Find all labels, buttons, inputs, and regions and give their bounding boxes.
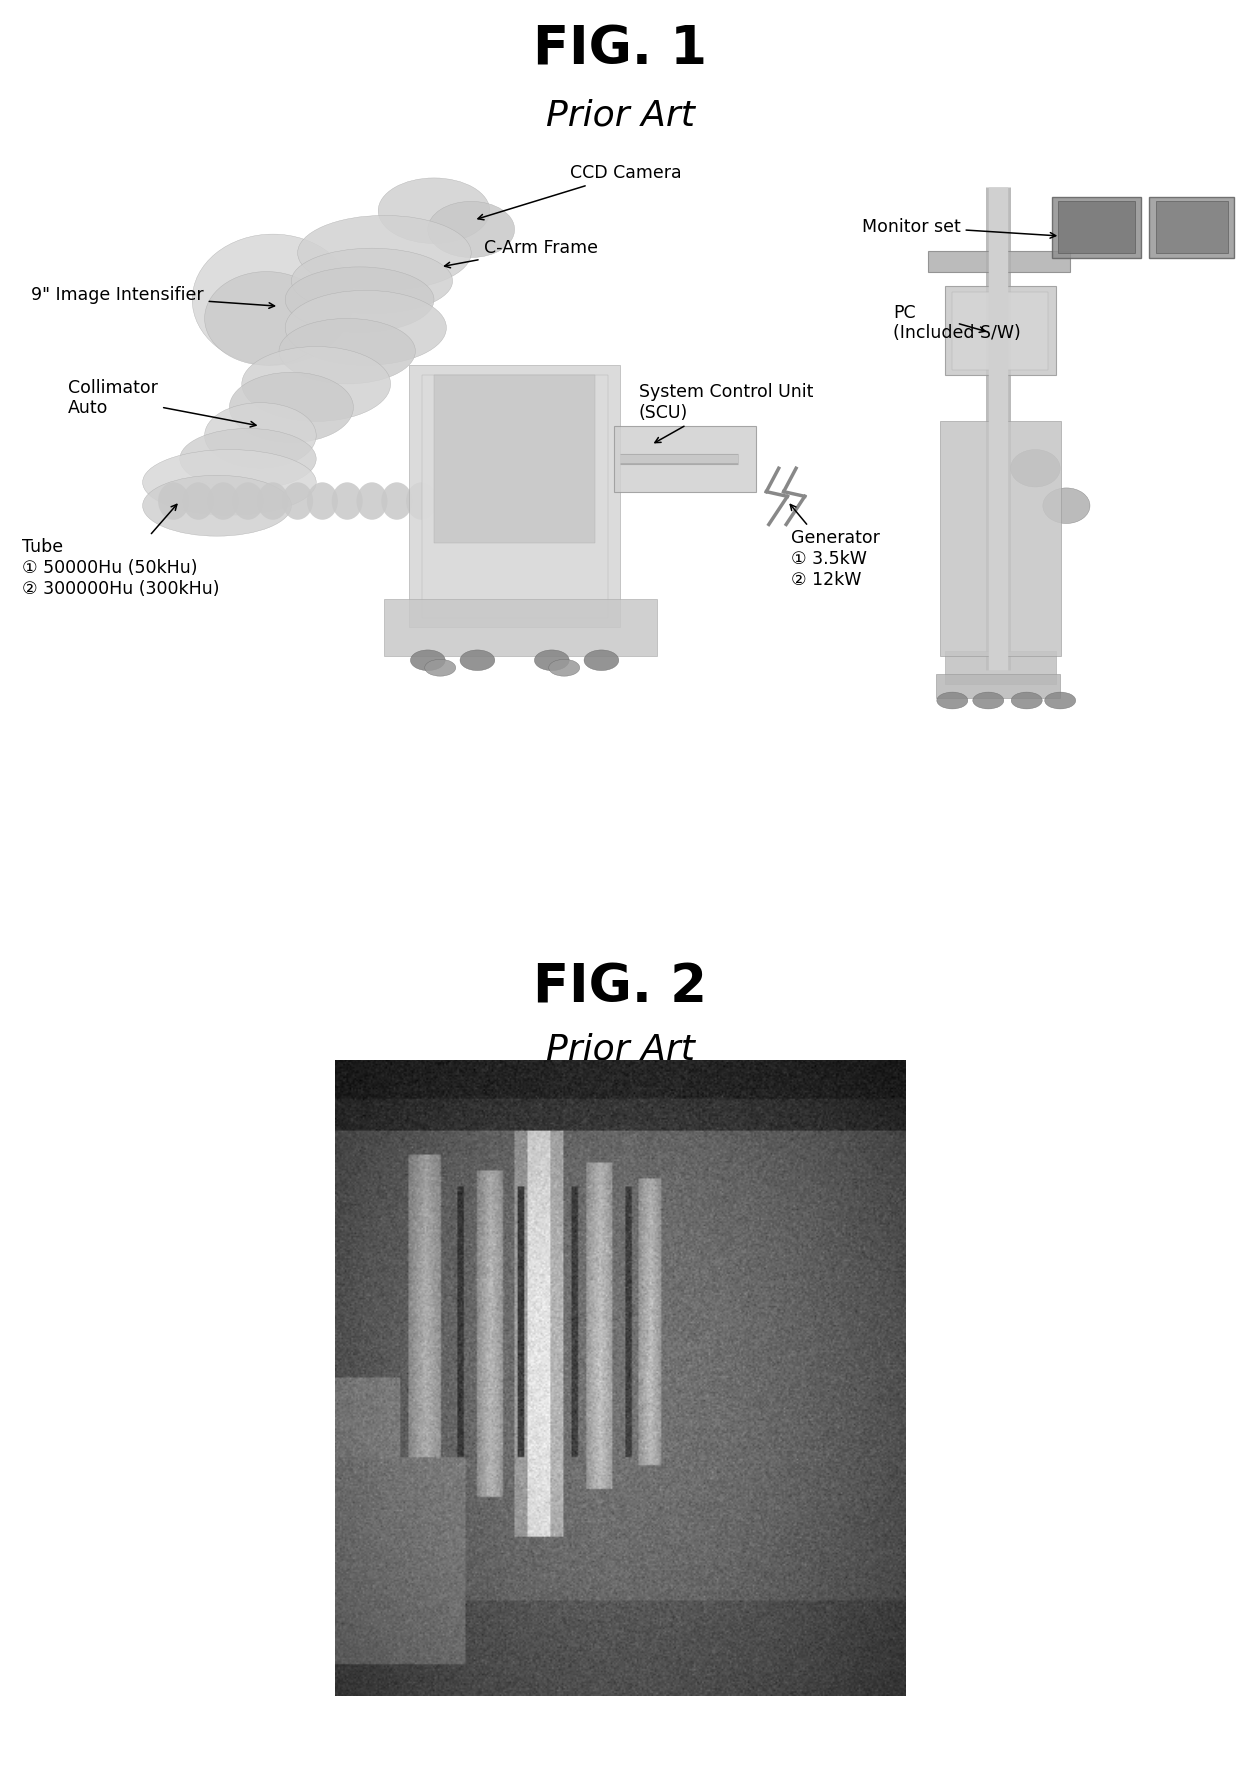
Text: C-Arm Frame: C-Arm Frame [445, 239, 598, 269]
Ellipse shape [1011, 449, 1060, 488]
Ellipse shape [1012, 693, 1042, 709]
FancyBboxPatch shape [936, 675, 1060, 698]
Ellipse shape [257, 482, 288, 519]
Text: System Control Unit
(SCU): System Control Unit (SCU) [639, 383, 813, 444]
Ellipse shape [192, 233, 353, 366]
Ellipse shape [229, 373, 353, 442]
FancyBboxPatch shape [928, 251, 1070, 272]
Ellipse shape [331, 482, 362, 519]
Ellipse shape [159, 482, 190, 519]
Ellipse shape [298, 216, 471, 290]
Ellipse shape [584, 650, 619, 670]
Text: Monitor set: Monitor set [862, 217, 1055, 239]
Ellipse shape [143, 475, 291, 535]
FancyBboxPatch shape [1149, 196, 1234, 258]
FancyBboxPatch shape [945, 286, 1056, 375]
Ellipse shape [285, 267, 434, 332]
Text: FIG. 1: FIG. 1 [533, 23, 707, 76]
FancyBboxPatch shape [434, 375, 595, 542]
Ellipse shape [428, 201, 515, 258]
Ellipse shape [405, 482, 436, 519]
FancyBboxPatch shape [614, 426, 756, 491]
Ellipse shape [281, 482, 312, 519]
Ellipse shape [937, 693, 968, 709]
FancyBboxPatch shape [945, 650, 1056, 684]
Ellipse shape [378, 178, 490, 244]
FancyBboxPatch shape [384, 599, 657, 656]
Ellipse shape [1044, 693, 1076, 709]
Text: Prior Art: Prior Art [546, 1032, 694, 1066]
Ellipse shape [534, 650, 569, 670]
FancyBboxPatch shape [422, 375, 608, 618]
Text: Generator
① 3.5kW
② 12kW: Generator ① 3.5kW ② 12kW [790, 505, 880, 588]
Ellipse shape [460, 650, 495, 670]
Ellipse shape [180, 428, 316, 489]
Text: 9" Image Intensifier: 9" Image Intensifier [31, 286, 274, 307]
Ellipse shape [205, 272, 329, 366]
Ellipse shape [207, 482, 238, 519]
Ellipse shape [291, 247, 453, 315]
Ellipse shape [410, 650, 445, 670]
FancyBboxPatch shape [1052, 196, 1141, 258]
Ellipse shape [1043, 488, 1090, 523]
FancyBboxPatch shape [1058, 201, 1135, 253]
Text: Tube
① 50000Hu (50kHu)
② 300000Hu (300kHu): Tube ① 50000Hu (50kHu) ② 300000Hu (300kH… [22, 504, 219, 597]
Ellipse shape [184, 482, 215, 519]
Ellipse shape [279, 318, 415, 383]
Text: FIG. 2: FIG. 2 [533, 961, 707, 1014]
Text: PC
(Included S/W): PC (Included S/W) [893, 304, 1021, 343]
Text: Prior Art: Prior Art [546, 99, 694, 133]
FancyBboxPatch shape [1156, 201, 1228, 253]
Ellipse shape [232, 482, 263, 519]
FancyBboxPatch shape [940, 421, 1061, 656]
Ellipse shape [973, 693, 1004, 709]
Ellipse shape [549, 659, 580, 677]
Text: Collimator
Auto: Collimator Auto [68, 378, 255, 428]
Ellipse shape [242, 346, 391, 421]
FancyBboxPatch shape [952, 292, 1048, 369]
Ellipse shape [424, 659, 456, 677]
Ellipse shape [205, 403, 316, 468]
Ellipse shape [143, 449, 316, 516]
Ellipse shape [381, 482, 412, 519]
Text: CCD Camera: CCD Camera [477, 164, 682, 219]
Ellipse shape [306, 482, 337, 519]
Ellipse shape [285, 290, 446, 366]
Ellipse shape [357, 482, 387, 519]
FancyBboxPatch shape [409, 366, 620, 627]
